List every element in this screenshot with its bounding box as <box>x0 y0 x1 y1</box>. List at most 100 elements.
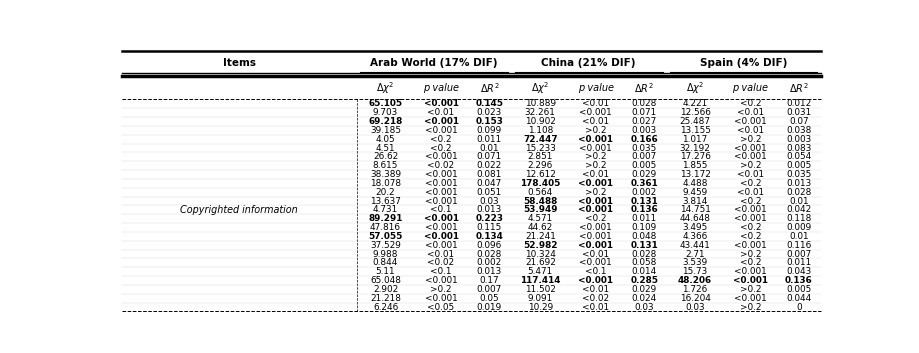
Text: <0.001: <0.001 <box>425 197 457 205</box>
Text: 9.091: 9.091 <box>528 294 552 303</box>
Text: <0.2: <0.2 <box>430 135 451 144</box>
Text: 0.05: 0.05 <box>479 294 499 303</box>
Text: 3.539: 3.539 <box>682 258 707 267</box>
Text: <0.001: <0.001 <box>425 294 457 303</box>
Text: 0.136: 0.136 <box>630 205 657 214</box>
Text: 0.003: 0.003 <box>631 126 656 135</box>
Text: 0.223: 0.223 <box>475 214 503 223</box>
Text: $\Delta\chi^2$: $\Delta\chi^2$ <box>685 80 704 96</box>
Text: 0.028: 0.028 <box>786 188 811 197</box>
Text: <0.001: <0.001 <box>733 294 766 303</box>
Text: 0.099: 0.099 <box>476 126 502 135</box>
Text: $\Delta\chi^2$: $\Delta\chi^2$ <box>530 80 549 96</box>
Text: 0.134: 0.134 <box>475 232 503 241</box>
Text: 2.902: 2.902 <box>372 285 398 294</box>
Text: 0.028: 0.028 <box>630 250 656 258</box>
Text: 5.11: 5.11 <box>375 267 395 276</box>
Text: >0.2: >0.2 <box>739 135 760 144</box>
Text: $\Delta\chi^2$: $\Delta\chi^2$ <box>376 80 394 96</box>
Text: <0.02: <0.02 <box>427 258 454 267</box>
Text: 0.012: 0.012 <box>786 99 811 108</box>
Text: 13.637: 13.637 <box>369 197 401 205</box>
Text: 0.029: 0.029 <box>631 285 656 294</box>
Text: <0.2: <0.2 <box>739 197 760 205</box>
Text: <0.01: <0.01 <box>582 170 608 179</box>
Text: <0.001: <0.001 <box>578 241 613 250</box>
Text: <0.001: <0.001 <box>425 276 457 285</box>
Text: 8.615: 8.615 <box>372 161 398 170</box>
Text: <0.001: <0.001 <box>425 241 457 250</box>
Text: 21.218: 21.218 <box>369 294 401 303</box>
Text: 0.051: 0.051 <box>476 188 502 197</box>
Text: 10.324: 10.324 <box>524 250 555 258</box>
Text: 0.003: 0.003 <box>786 135 811 144</box>
Text: <0.1: <0.1 <box>430 205 451 214</box>
Text: 0.047: 0.047 <box>476 179 502 188</box>
Text: 53.949: 53.949 <box>523 205 557 214</box>
Text: <0.001: <0.001 <box>579 232 611 241</box>
Text: >0.2: >0.2 <box>739 161 760 170</box>
Text: 15.73: 15.73 <box>682 267 707 276</box>
Text: 0.027: 0.027 <box>631 117 656 126</box>
Text: >0.2: >0.2 <box>739 285 760 294</box>
Text: 44.648: 44.648 <box>679 214 709 223</box>
Text: 32.192: 32.192 <box>679 144 709 152</box>
Text: 0.048: 0.048 <box>630 232 656 241</box>
Text: 0.083: 0.083 <box>786 144 811 152</box>
Text: <0.001: <0.001 <box>425 179 457 188</box>
Text: <0.2: <0.2 <box>739 232 760 241</box>
Text: 9.703: 9.703 <box>372 108 398 117</box>
Text: 21.241: 21.241 <box>524 232 555 241</box>
Text: China (21% DIF): China (21% DIF) <box>541 59 635 68</box>
Text: 0.035: 0.035 <box>786 170 811 179</box>
Text: <0.01: <0.01 <box>582 117 608 126</box>
Text: 0.17: 0.17 <box>479 276 499 285</box>
Text: <0.001: <0.001 <box>733 241 766 250</box>
Text: <0.001: <0.001 <box>733 152 766 161</box>
Text: 25.487: 25.487 <box>679 117 709 126</box>
Text: 15.233: 15.233 <box>524 144 555 152</box>
Text: 9.459: 9.459 <box>682 188 707 197</box>
Text: 178.405: 178.405 <box>519 179 560 188</box>
Text: <0.001: <0.001 <box>425 223 457 232</box>
Text: <0.001: <0.001 <box>733 267 766 276</box>
Text: 37.529: 37.529 <box>369 241 401 250</box>
Text: 0.002: 0.002 <box>631 188 656 197</box>
Text: 0.028: 0.028 <box>476 250 502 258</box>
Text: 4.731: 4.731 <box>372 205 398 214</box>
Text: Arab World (17% DIF): Arab World (17% DIF) <box>369 59 497 68</box>
Text: 13.155: 13.155 <box>679 126 709 135</box>
Text: 0.844: 0.844 <box>372 258 398 267</box>
Text: <0.01: <0.01 <box>736 126 764 135</box>
Text: 0.131: 0.131 <box>630 241 657 250</box>
Text: <0.01: <0.01 <box>427 250 454 258</box>
Text: 6.246: 6.246 <box>372 303 398 312</box>
Text: 3.814: 3.814 <box>682 197 707 205</box>
Text: <0.01: <0.01 <box>582 250 608 258</box>
Text: 17.276: 17.276 <box>679 152 709 161</box>
Text: >0.2: >0.2 <box>584 126 606 135</box>
Text: 0.014: 0.014 <box>631 267 656 276</box>
Text: 18.078: 18.078 <box>369 179 401 188</box>
Text: >0.2: >0.2 <box>739 250 760 258</box>
Text: 0.007: 0.007 <box>476 285 502 294</box>
Text: <0.2: <0.2 <box>739 179 760 188</box>
Text: 1.017: 1.017 <box>682 135 707 144</box>
Text: 0.131: 0.131 <box>630 197 657 205</box>
Text: 0.019: 0.019 <box>476 303 502 312</box>
Text: 89.291: 89.291 <box>368 214 403 223</box>
Text: 39.185: 39.185 <box>369 126 401 135</box>
Text: 0.013: 0.013 <box>786 179 811 188</box>
Text: 26.62: 26.62 <box>372 152 398 161</box>
Text: 0.096: 0.096 <box>476 241 502 250</box>
Text: 0.058: 0.058 <box>630 258 656 267</box>
Text: 10.902: 10.902 <box>524 117 555 126</box>
Text: 0.035: 0.035 <box>631 144 656 152</box>
Text: 0.01: 0.01 <box>789 232 808 241</box>
Text: >0.2: >0.2 <box>739 303 760 312</box>
Text: 11.502: 11.502 <box>524 285 555 294</box>
Text: Copyrighted information: Copyrighted information <box>180 205 298 215</box>
Text: 21.692: 21.692 <box>524 258 555 267</box>
Text: 2.296: 2.296 <box>528 161 552 170</box>
Text: <0.001: <0.001 <box>732 276 767 285</box>
